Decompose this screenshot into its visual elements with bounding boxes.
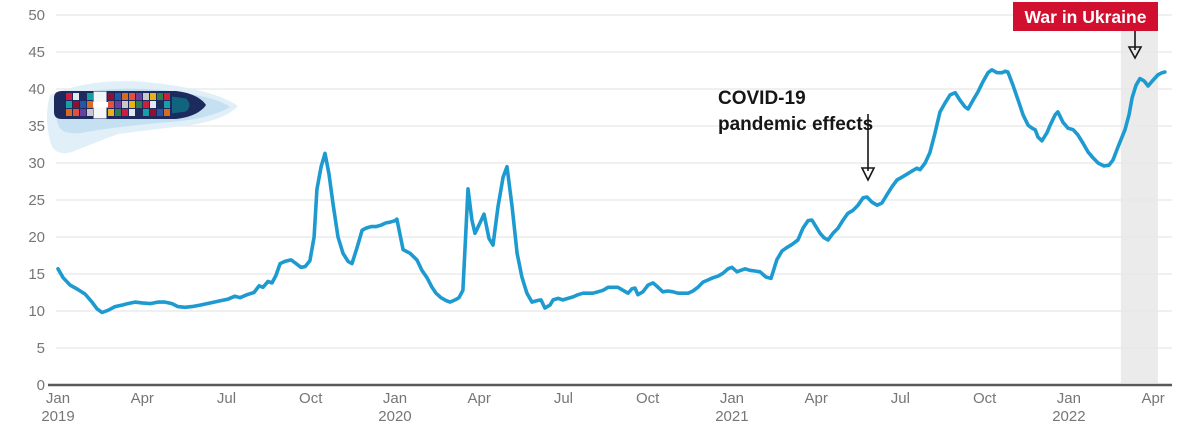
ship-container bbox=[108, 101, 114, 108]
ship-container bbox=[150, 101, 156, 108]
war-highlight-band-layer bbox=[1120, 4, 1158, 383]
covid-annotation-line1: COVID-19 bbox=[718, 88, 806, 109]
ship-container bbox=[129, 93, 135, 100]
y-axis-labels: 0 5 10 15 20 25 30 35 40 45 50 bbox=[28, 7, 45, 394]
war-in-ukraine-badge: War in Ukraine bbox=[1013, 2, 1158, 60]
ship-container bbox=[129, 109, 135, 116]
ship-container bbox=[136, 109, 142, 116]
ship-container bbox=[143, 93, 149, 100]
x-tick-label-13-month: Apr bbox=[1141, 390, 1164, 407]
ship-container bbox=[87, 109, 93, 116]
war-annotation-arrowhead bbox=[1127, 46, 1143, 60]
y-tick-label-15: 15 bbox=[28, 266, 45, 283]
ship-container bbox=[164, 101, 170, 108]
ship-containers bbox=[66, 93, 170, 116]
ship-container bbox=[115, 101, 121, 108]
ship-container bbox=[122, 93, 128, 100]
x-tick-label-6-month: Jul bbox=[554, 390, 573, 407]
ship-container bbox=[150, 93, 156, 100]
x-tick-label-3-month: Oct bbox=[299, 390, 323, 407]
ship-container bbox=[115, 109, 121, 116]
ship-container bbox=[122, 101, 128, 108]
war-highlight-band bbox=[1120, 4, 1158, 383]
y-tick-label-50: 50 bbox=[28, 7, 45, 24]
ship-container bbox=[164, 93, 170, 100]
ship-container bbox=[136, 101, 142, 108]
ship-container bbox=[164, 109, 170, 116]
ship-container bbox=[108, 109, 114, 116]
x-tick-label-10-month: Jul bbox=[891, 390, 910, 407]
x-tick-label-7-month: Oct bbox=[636, 390, 660, 407]
y-tick-label-0: 0 bbox=[37, 377, 45, 394]
ship-container bbox=[80, 109, 86, 116]
ship-container bbox=[87, 101, 93, 108]
ship-container bbox=[143, 109, 149, 116]
x-tick-label-1-month: Apr bbox=[131, 390, 154, 407]
ship-container bbox=[157, 93, 163, 100]
ship-container bbox=[73, 101, 79, 108]
x-tick-label-9-month: Apr bbox=[804, 390, 827, 407]
gridline-layer bbox=[48, 14, 1172, 387]
war-badge-background bbox=[1013, 2, 1158, 31]
ship-container bbox=[122, 109, 128, 116]
x-tick-label-8-year: 2021 bbox=[715, 408, 748, 425]
x-tick-label-8-month: Jan bbox=[720, 390, 744, 407]
y-tick-label-35: 35 bbox=[28, 118, 45, 135]
x-tick-label-2-month: Jul bbox=[217, 390, 236, 407]
ship-container bbox=[129, 101, 135, 108]
y-tick-label-20: 20 bbox=[28, 229, 45, 246]
ship-container bbox=[108, 93, 114, 100]
container-ship-illustration bbox=[47, 81, 238, 154]
ship-container bbox=[157, 101, 163, 108]
covid-annotation-arrowhead bbox=[860, 167, 876, 182]
x-tick-label-0-month: Jan bbox=[46, 390, 70, 407]
ship-container bbox=[80, 93, 86, 100]
ship-container bbox=[115, 93, 121, 100]
x-tick-label-12-year: 2022 bbox=[1052, 408, 1085, 425]
y-tick-label-30: 30 bbox=[28, 155, 45, 172]
ship-container bbox=[143, 101, 149, 108]
y-tick-label-10: 10 bbox=[28, 303, 45, 320]
series-line bbox=[56, 68, 1167, 315]
ship-container bbox=[80, 101, 86, 108]
y-tick-label-45: 45 bbox=[28, 44, 45, 61]
ship-bridge-wing bbox=[91, 102, 109, 108]
x-tick-label-4-year: 2020 bbox=[378, 408, 411, 425]
ship-container bbox=[66, 109, 72, 116]
x-tick-label-5-month: Apr bbox=[468, 390, 491, 407]
ship-container bbox=[66, 101, 72, 108]
covid-annotation-line2: pandemic effects bbox=[718, 114, 873, 135]
ship-container bbox=[136, 93, 142, 100]
war-badge-label: War in Ukraine bbox=[1025, 7, 1147, 27]
ship-container bbox=[66, 93, 72, 100]
x-tick-label-0-year: 2019 bbox=[41, 408, 74, 425]
x-tick-label-4-month: Jan bbox=[383, 390, 407, 407]
covid-annotation: COVID-19 pandemic effects bbox=[718, 88, 876, 182]
ship-container bbox=[73, 109, 79, 116]
y-tick-label-25: 25 bbox=[28, 192, 45, 209]
ship-container bbox=[73, 93, 79, 100]
data-line-layer bbox=[56, 68, 1167, 315]
ship-bow-deck bbox=[172, 96, 190, 114]
ship-container bbox=[150, 109, 156, 116]
x-tick-label-12-month: Jan bbox=[1057, 390, 1081, 407]
ship-container bbox=[157, 109, 163, 116]
x-tick-label-11-month: Oct bbox=[973, 390, 997, 407]
ship-container bbox=[87, 93, 93, 100]
y-tick-label-40: 40 bbox=[28, 81, 45, 98]
y-tick-label-5: 5 bbox=[37, 340, 45, 357]
